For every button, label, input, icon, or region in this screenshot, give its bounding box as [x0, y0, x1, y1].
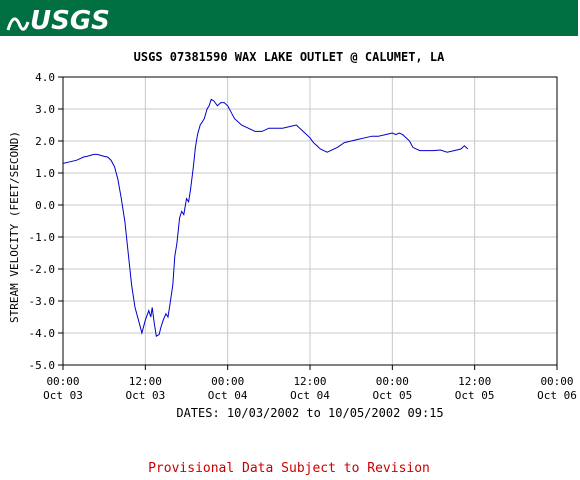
- x-tick-time-label: 00:00: [46, 375, 79, 388]
- y-tick-label: -1.0: [29, 231, 56, 244]
- y-tick-label: 3.0: [35, 103, 55, 116]
- x-tick-date-label: Oct 05: [372, 389, 412, 402]
- y-tick-label: -2.0: [29, 263, 56, 276]
- x-tick-time-label: 00:00: [376, 375, 409, 388]
- provisional-notice: Provisional Data Subject to Revision: [148, 461, 430, 476]
- usgs-banner: USGS: [0, 0, 578, 36]
- x-tick-date-label: Oct 03: [43, 389, 83, 402]
- y-tick-label: 2.0: [35, 135, 55, 148]
- series-group: [62, 98, 469, 337]
- x-tick-time-label: 12:00: [293, 375, 326, 388]
- y-tick-label: -3.0: [29, 295, 56, 308]
- x-tick-date-label: Oct 04: [290, 389, 330, 402]
- x-tick-time-label: 12:00: [129, 375, 162, 388]
- x-axis-label: DATES: 10/03/2002 to 10/05/2002 09:15: [176, 406, 443, 420]
- velocity-series-line: [62, 98, 469, 337]
- x-tick-time-label: 00:00: [211, 375, 244, 388]
- y-tick-label: 1.0: [35, 167, 55, 180]
- x-tick-time-label: 00:00: [540, 375, 573, 388]
- y-axis: 4.0 3.0 2.0 1.0 0.0 -1.0 -2.0 -3.0 -4.0 -5.0: [29, 71, 63, 372]
- logo-text: USGS: [30, 6, 110, 36]
- y-tick-label: 0.0: [35, 199, 55, 212]
- x-tick-date-label: Oct 05: [455, 389, 495, 402]
- grid-lines: [63, 77, 557, 365]
- x-tick-date-label: Oct 04: [208, 389, 248, 402]
- usgs-logo: USGS: [6, 6, 110, 36]
- y-tick-label: 4.0: [35, 71, 55, 84]
- logo-swoosh-icon: [6, 17, 30, 31]
- x-tick-time-label: 12:00: [458, 375, 491, 388]
- y-tick-label: -5.0: [29, 359, 56, 372]
- banner-background: [0, 0, 578, 36]
- y-tick-label: -4.0: [29, 327, 56, 340]
- chart-title: USGS 07381590 WAX LAKE OUTLET @ CALUMET,…: [134, 50, 445, 64]
- x-tick-date-label: Oct 06: [537, 389, 577, 402]
- x-tick-date-label: Oct 03: [125, 389, 165, 402]
- y-axis-label: STREAM VELOCITY (FEET/SECOND): [8, 131, 21, 323]
- banner-graphic: USGS: [0, 0, 578, 36]
